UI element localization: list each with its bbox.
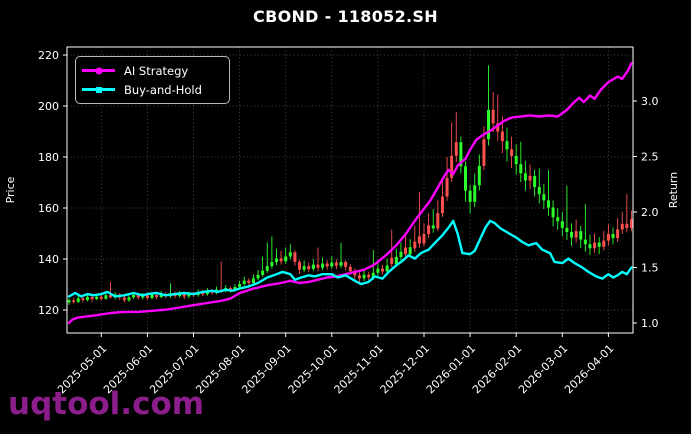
tick-label: 200 <box>38 100 59 113</box>
tick-label: 140 <box>38 253 59 266</box>
buy-and-hold-line-sample <box>82 86 115 93</box>
buy-and-hold-line <box>67 219 633 298</box>
strategy-lines <box>67 62 633 325</box>
right-axis-label: Return <box>667 172 680 209</box>
legend-item-buy-and-hold: Buy-and-Hold <box>82 80 229 99</box>
ai-strategy-line <box>67 62 633 325</box>
legend-label: Buy-and-Hold <box>124 82 202 97</box>
tick-label: 160 <box>38 202 59 215</box>
tick-label: 1.0 <box>641 317 659 330</box>
tick-label: 220 <box>38 49 59 62</box>
legend-item-ai-strategy: AI Strategy <box>82 61 229 80</box>
candlestick-series <box>67 65 633 305</box>
watermark: uqtool.com <box>8 386 205 422</box>
chart-title: CBOND - 118052.SH <box>253 7 438 26</box>
tick-label: 2.5 <box>641 151 659 164</box>
legend: AI Strategy Buy-and-Hold <box>75 56 230 104</box>
square-marker-icon <box>95 86 102 93</box>
tick-label: 2026-04-01 <box>562 342 616 396</box>
tick-label: 2.0 <box>641 206 659 219</box>
tick-label: 3.0 <box>641 95 659 108</box>
tick-label: 180 <box>38 151 59 164</box>
ai-strategy-line-sample <box>82 67 115 74</box>
legend-label: AI Strategy <box>124 63 189 78</box>
tick-label: 1.5 <box>641 262 659 275</box>
circle-marker-icon <box>95 67 102 74</box>
left-axis-label: Price <box>4 176 17 203</box>
tick-label: 120 <box>38 304 59 317</box>
